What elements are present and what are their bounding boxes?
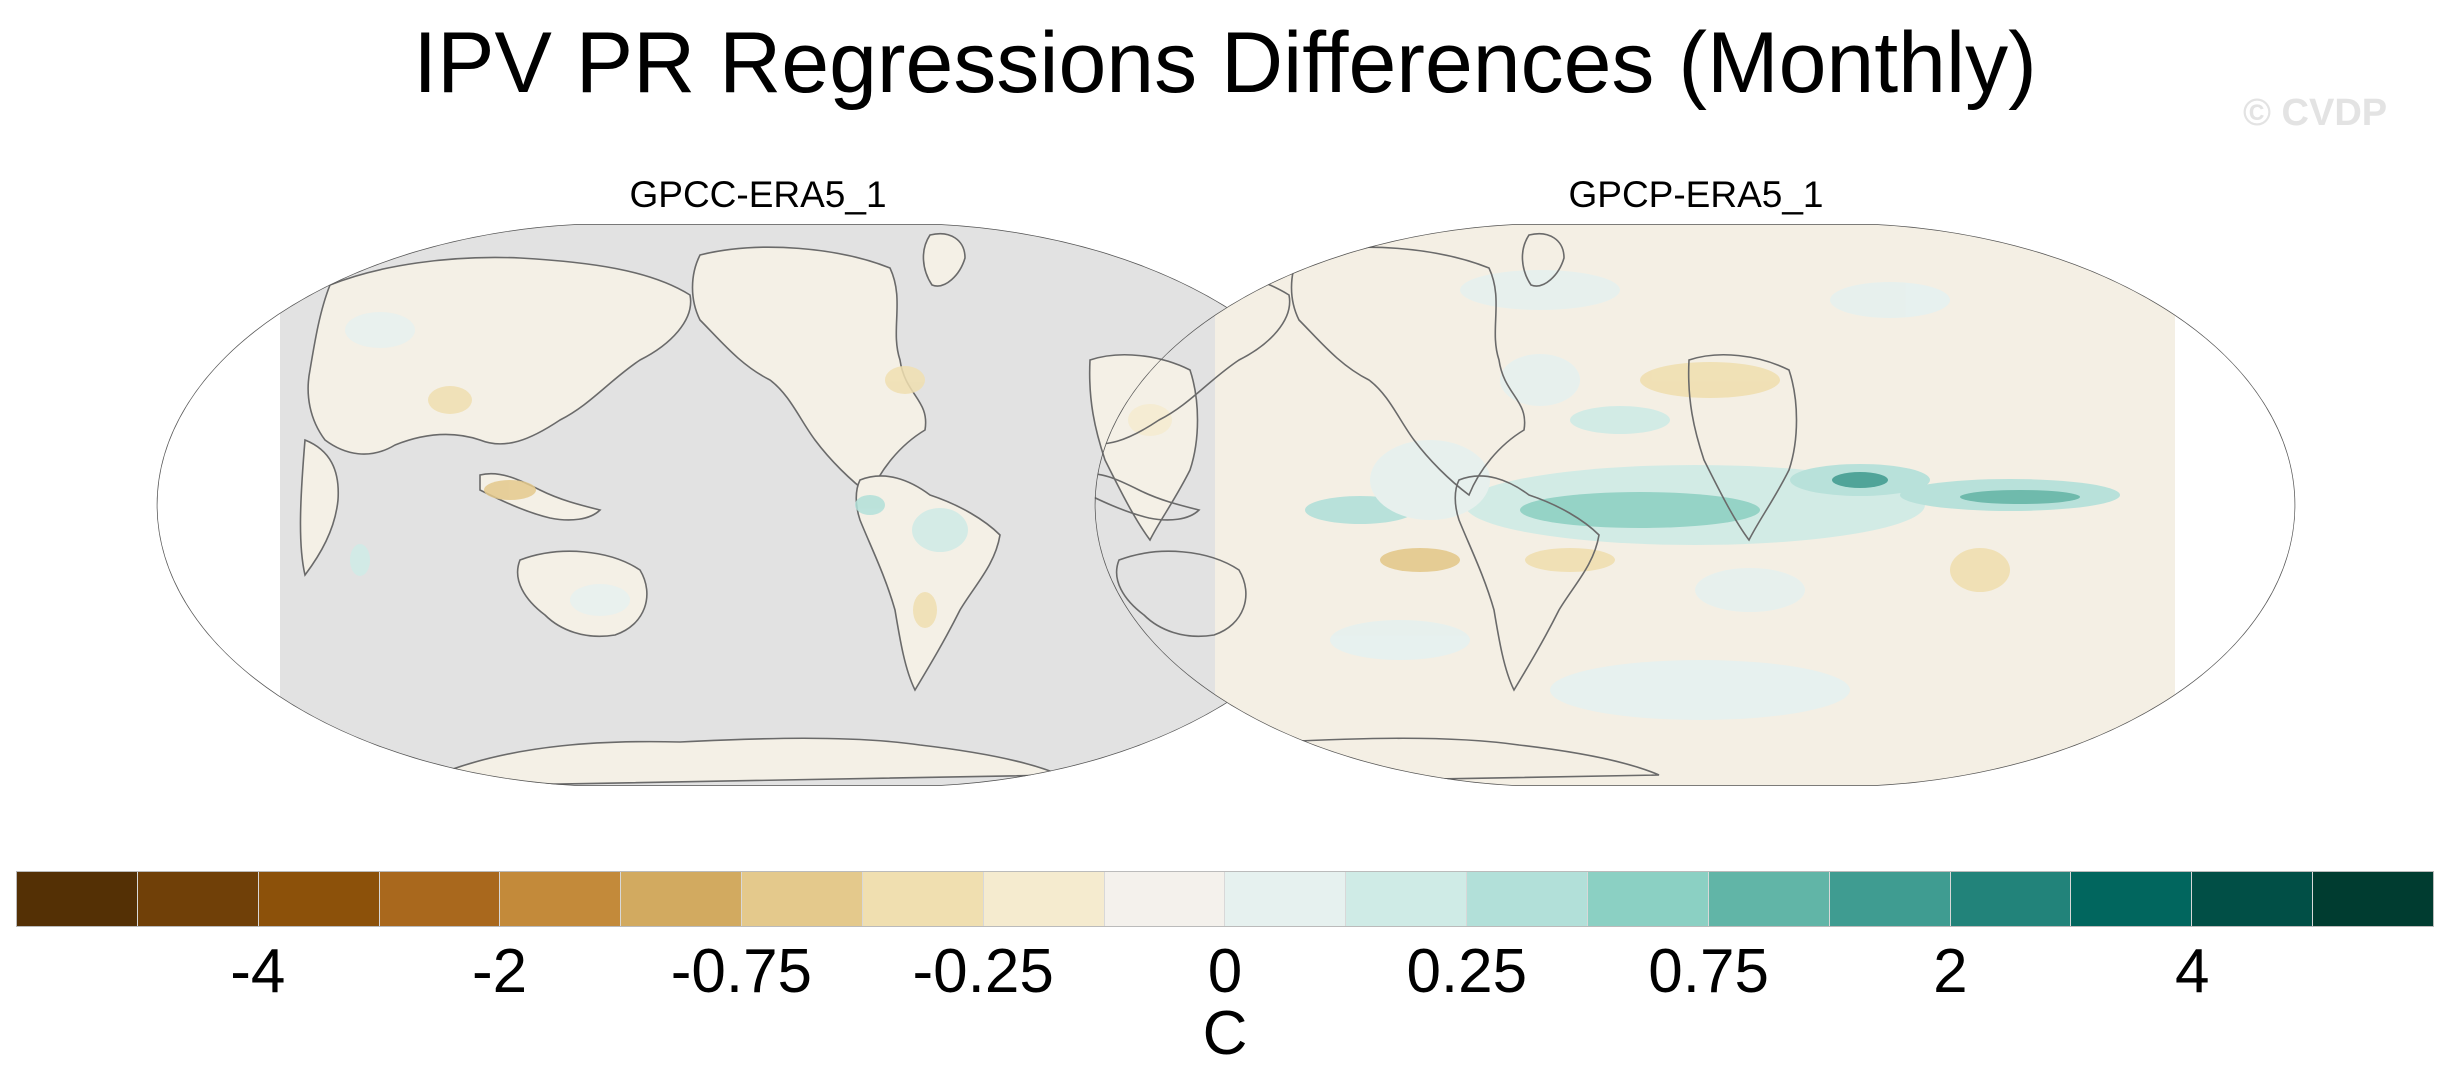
colorbar-tick-label: 2	[1933, 937, 1968, 1006]
watermark: © CVDP	[2243, 92, 2388, 134]
colorbar-swatch	[1587, 872, 1709, 926]
colorbar-swatch	[862, 872, 984, 926]
colorbar-swatch	[1104, 872, 1226, 926]
colorbar-swatch	[1708, 872, 1830, 926]
figure-title: IPV PR Regressions Differences (Monthly)	[413, 15, 2037, 111]
colorbar-tick-label: -0.25	[912, 937, 1054, 1006]
colorbar-swatch	[500, 872, 622, 926]
panel-title-right: GPCP-ERA5_1	[1568, 174, 1824, 215]
colorbar-swatch	[983, 872, 1105, 926]
colorbar-swatch	[379, 872, 501, 926]
colorbar-swatch	[1467, 872, 1588, 926]
colorbar-swatch	[2192, 872, 2314, 926]
colorbar-tick-label: 0	[1207, 937, 1243, 1006]
colorbar-swatch	[621, 872, 743, 926]
colorbar-tick-label: -4	[230, 937, 286, 1006]
maps-canvas	[156, 224, 2296, 786]
colorbar-swatch	[137, 872, 259, 926]
colorbar-swatch	[2313, 872, 2433, 926]
colorbar-tick-label: 0.75	[1648, 937, 1769, 1006]
panel-title-left: GPCC-ERA5_1	[629, 174, 887, 215]
colorbar-tick-label: -0.75	[670, 937, 813, 1006]
map-panel-left	[156, 224, 1360, 786]
colorbar-swatch	[1950, 872, 2072, 926]
colorbar-tick-label: -2	[472, 937, 528, 1006]
colorbar-swatch	[17, 872, 138, 926]
colorbar-swatch	[2071, 872, 2193, 926]
colorbar-swatch	[258, 872, 380, 926]
colorbar-swatch	[1225, 872, 1347, 926]
colorbar	[16, 871, 2434, 927]
map-panel-right	[1094, 224, 2296, 786]
colorbar-swatch	[1829, 872, 1951, 926]
colorbar-swatch	[742, 872, 863, 926]
colorbar-tick-label: 0.25	[1406, 937, 1528, 1006]
colorbar-tick-label: 4	[2174, 937, 2210, 1006]
colorbar-swatch	[1346, 872, 1468, 926]
colorbar-units-label: C	[1202, 999, 1248, 1068]
